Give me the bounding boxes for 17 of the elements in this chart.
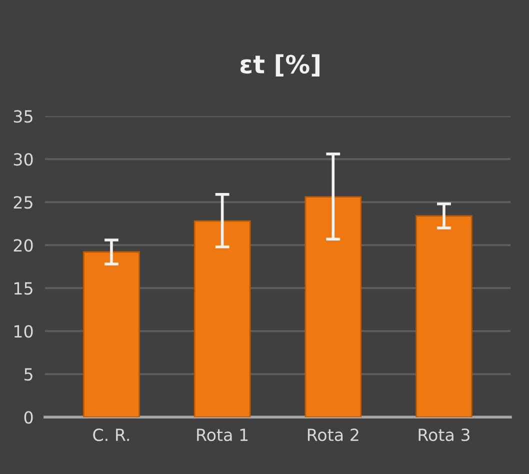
chart-title: εt [%] (240, 54, 320, 77)
y-tick-label: 5 (24, 368, 32, 381)
y-tick-label: 35 (14, 110, 32, 123)
y-tick-label: 0 (24, 411, 33, 424)
y-tick-label: 15 (14, 282, 32, 295)
x-tick-label: Rota 1 (197, 428, 248, 442)
y-tick-label: 25 (14, 196, 32, 209)
bar (416, 215, 472, 418)
bar (304, 196, 362, 418)
bar (194, 220, 251, 418)
x-tick-label: C. R. (93, 428, 129, 442)
x-tick-label: Rota 3 (418, 428, 470, 442)
y-tick-label: 10 (14, 325, 33, 338)
y-tick-label: 20 (14, 239, 33, 252)
y-tick-label: 30 (14, 153, 33, 166)
x-tick-label: Rota 2 (308, 428, 358, 442)
bar (83, 251, 140, 418)
